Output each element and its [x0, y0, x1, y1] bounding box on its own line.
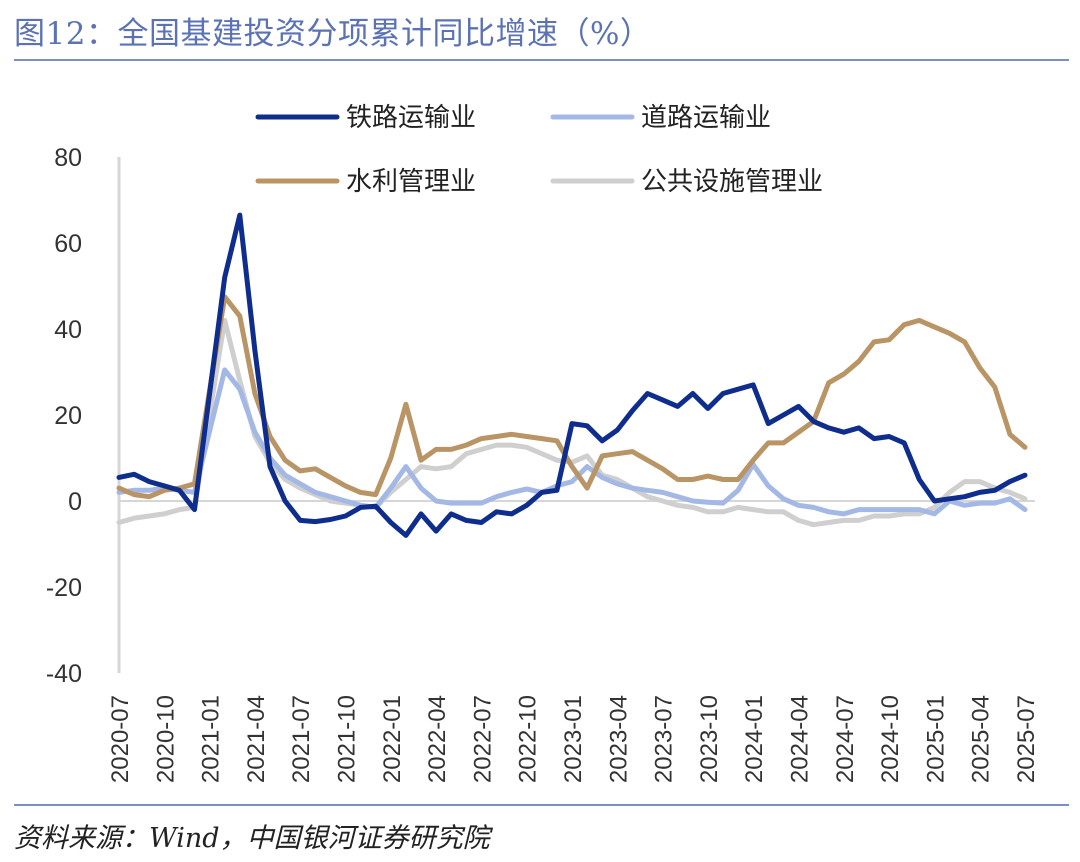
x-tick-label: 2023-01	[560, 695, 587, 783]
series-line-1	[116, 212, 1028, 538]
x-tick-label: 2021-07	[288, 695, 315, 783]
legend-label: 道路运输业	[641, 103, 771, 133]
y-tick-label: -20	[46, 574, 82, 602]
x-tick-label: 2021-04	[243, 695, 270, 783]
legend-label: 水利管理业	[346, 167, 476, 197]
legend-label: 铁路运输业	[346, 103, 476, 133]
x-tick-label: 2024-07	[832, 695, 859, 783]
series-group	[116, 212, 1028, 538]
x-tick-label: 2025-01	[922, 695, 949, 783]
x-tick-label: 2022-10	[515, 695, 542, 783]
x-tick-label: 2023-04	[605, 695, 632, 783]
series-line-3	[116, 294, 1028, 500]
y-tick-label: 20	[54, 402, 82, 430]
series-line-4	[116, 317, 1028, 528]
x-tick-label: 2023-10	[696, 695, 723, 783]
y-tick-label: 60	[54, 230, 82, 258]
x-tick-label: 2020-10	[152, 695, 179, 783]
x-tick-label: 2020-07	[107, 695, 134, 783]
legend-label: 公共设施管理业	[641, 167, 823, 197]
axis-group: 80 60 40 20 0 -20 -40 2020-07 2020-10 2021-01 2021…	[46, 144, 1040, 783]
y-tick-label: 0	[68, 488, 82, 516]
y-tick-label: 40	[54, 316, 82, 344]
x-tick-label: 2021-10	[334, 695, 361, 783]
footer-divider	[14, 804, 1069, 806]
x-tick-label: 2024-04	[787, 695, 814, 783]
x-tick-label: 2024-10	[877, 695, 904, 783]
x-tick-label: 2023-07	[651, 695, 678, 783]
title-divider	[14, 59, 1069, 61]
x-tick-label: 2022-07	[469, 695, 496, 783]
source-note: 资料来源：Wind，中国银河证券研究院	[14, 823, 490, 854]
chart-title: 图12：全国基建投资分项累计同比增速（%）	[14, 16, 652, 52]
x-tick-label: 2024-01	[741, 695, 768, 783]
y-tick-label: -40	[46, 660, 82, 688]
x-tick-label: 2021-01	[198, 695, 225, 783]
x-tick-label: 2025-07	[1013, 695, 1040, 783]
x-tick-label: 2022-04	[424, 695, 451, 783]
x-tick-label: 2022-01	[379, 695, 406, 783]
x-tick-label: 2025-04	[968, 695, 995, 783]
y-tick-label: 80	[54, 144, 82, 172]
